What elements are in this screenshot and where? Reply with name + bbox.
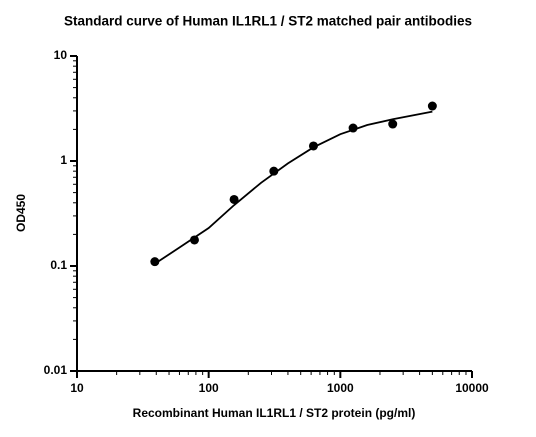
data-point	[348, 123, 358, 133]
data-point	[388, 119, 398, 129]
y-axis-label: OD450	[14, 194, 28, 232]
x-tick-label: 1000	[327, 381, 354, 395]
y-tick-label: 0.01	[44, 363, 68, 377]
y-tick-label: 1	[60, 153, 67, 167]
fit-curve	[154, 110, 433, 265]
x-tick-label: 100	[199, 381, 219, 395]
data-point	[427, 101, 437, 111]
x-axis-label: Recombinant Human IL1RL1 / ST2 protein (…	[133, 406, 416, 420]
y-tick-label: 10	[54, 48, 68, 62]
data-point	[150, 257, 160, 267]
chart-title: Standard curve of Human IL1RL1 / ST2 mat…	[64, 14, 472, 29]
data-point	[308, 141, 318, 151]
y-tick-label: 0.1	[50, 258, 67, 272]
x-tick-label: 10	[70, 381, 84, 395]
data-point	[269, 166, 279, 176]
x-tick-label: 10000	[455, 381, 489, 395]
data-point	[189, 235, 199, 245]
data-point	[229, 194, 239, 204]
